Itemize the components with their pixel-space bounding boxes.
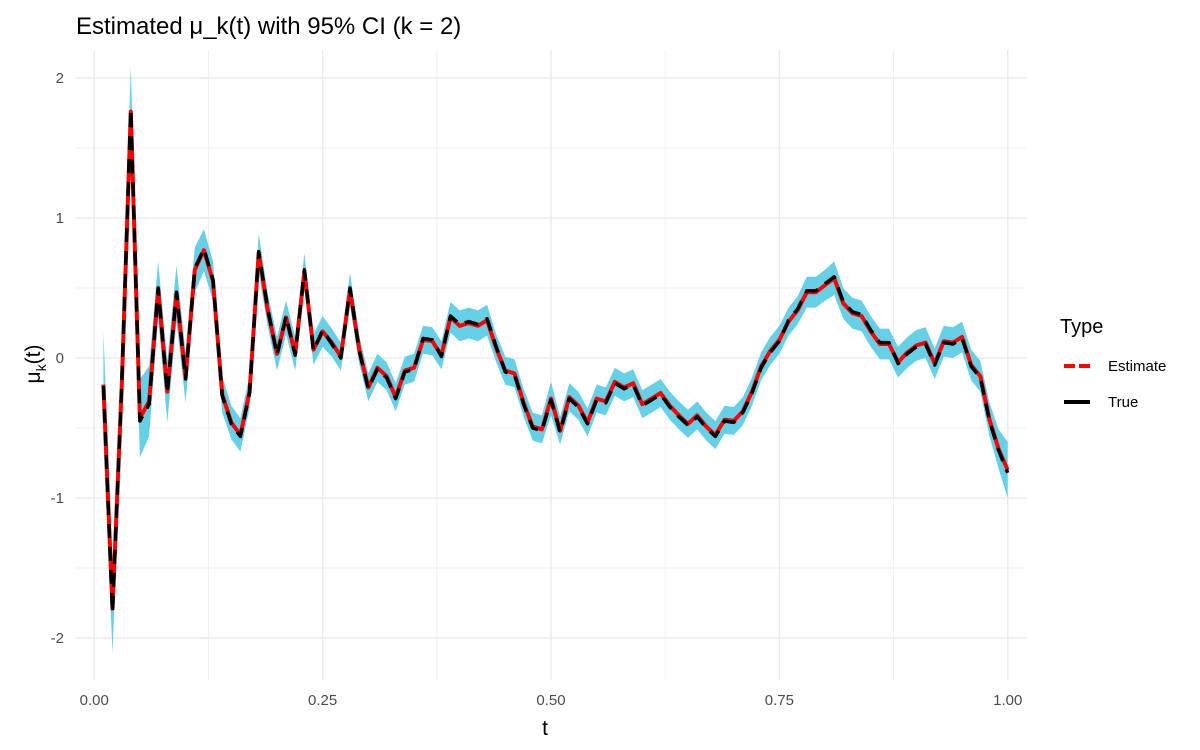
- y-tick-label: 2: [56, 70, 64, 87]
- y-axis-ticks: -2 -1 0 1 2: [51, 70, 64, 647]
- y-axis-title-suffix: (t): [22, 345, 45, 365]
- x-tick-label: 0.00: [80, 692, 109, 709]
- y-tick-label: -1: [51, 490, 64, 507]
- legend-items: Estimate True: [1064, 358, 1166, 411]
- series-line-true: [101, 107, 1010, 615]
- y-tick-label: 1: [56, 210, 64, 227]
- legend-label-estimate: Estimate: [1108, 358, 1166, 375]
- lines-layer: [101, 107, 1010, 615]
- y-axis-title: μk(t): [22, 345, 49, 384]
- series-line-estimate: [101, 109, 1010, 611]
- chart-title: Estimated μ_k(t) with 95% CI (k = 2): [76, 13, 461, 40]
- legend: Type Estimate True: [1060, 316, 1166, 411]
- y-tick-label: -2: [51, 630, 64, 647]
- x-axis-title: t: [542, 717, 548, 740]
- x-tick-label: 0.75: [765, 692, 794, 709]
- y-tick-label: 0: [56, 350, 64, 367]
- x-tick-label: 0.50: [536, 692, 565, 709]
- x-tick-label: 0.25: [308, 692, 337, 709]
- legend-title: Type: [1060, 316, 1103, 338]
- y-axis-title-base: μ: [22, 371, 45, 383]
- x-tick-label: 1.00: [993, 692, 1022, 709]
- legend-label-true: True: [1108, 394, 1138, 411]
- ci-band: [103, 66, 1008, 654]
- grid-major: [76, 50, 1026, 680]
- y-axis-title-subscript: k: [33, 363, 49, 371]
- x-axis-ticks: 0.00 0.25 0.50 0.75 1.00: [80, 692, 1023, 709]
- ci-layer: [103, 66, 1008, 654]
